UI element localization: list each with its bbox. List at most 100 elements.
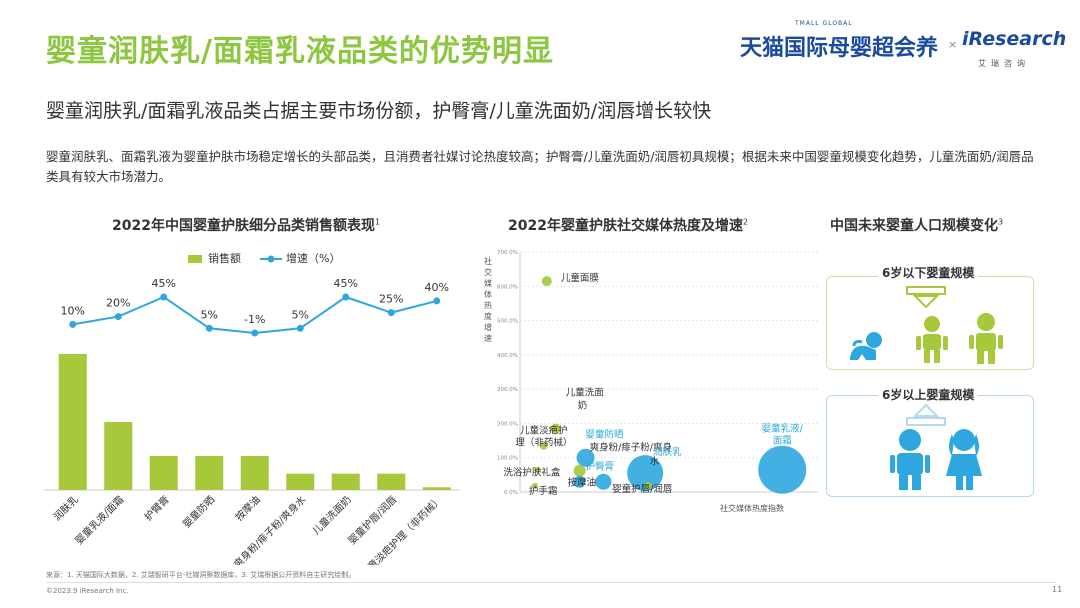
page-description: 婴童润肤乳、面霜乳液为婴童护肤市场稳定增长的头部品类，且消费者社媒讨论热度较高；…: [46, 149, 1034, 184]
logo-separator: ×: [948, 38, 958, 51]
bar-0: [58, 354, 87, 490]
population-title-sup: 3: [998, 217, 1004, 227]
population-title: 中国未来婴童人口规模变化3: [830, 215, 1003, 235]
y-tick-0: 0.0%: [504, 490, 518, 496]
iresearch-cn-logo: 艾瑞咨询: [978, 59, 1030, 68]
legend-sales-label: 销售额: [208, 252, 241, 265]
scatter-point-9: [644, 481, 653, 490]
crawling-baby-icon: [850, 332, 882, 360]
y-tick-4: 400.0%: [497, 353, 518, 359]
population-title-text: 中国未来婴童人口规模变化: [830, 218, 998, 234]
legend-growth-label: 增速（%）: [286, 252, 341, 265]
scatter-label-p8: 润肤乳: [653, 446, 682, 458]
over6-label: 6岁以上婴童规模: [878, 386, 979, 403]
over6-children-icon: [890, 429, 982, 490]
scatter-point-7: [534, 466, 541, 473]
growth-label-3: 5%: [201, 308, 218, 321]
scatter-ylabel: 社交媒体热度增速: [484, 257, 492, 343]
scatter-label-p11a: 婴童乳液/: [762, 423, 804, 435]
scatter-label-p2a: 儿童淡疤护: [520, 425, 568, 437]
scatter-label-p11b: 面霜: [773, 436, 792, 447]
scatter-point-6: [573, 475, 586, 488]
growth-label-2: 45%: [152, 277, 176, 290]
scatter-label-p7: 洗浴护肤礼盒: [503, 467, 561, 479]
scatter-point-2: [539, 441, 548, 450]
growth-label-0: 10%: [61, 304, 85, 317]
bar-1: [104, 422, 133, 490]
bar-chart-title: 2022年中国婴童护肤细分品类销售额表现1: [112, 215, 380, 235]
scatter-label-p10: 护手霜: [529, 485, 558, 497]
bar-5: [286, 473, 315, 490]
scatter-point-10: [531, 482, 538, 489]
girl-icon: [946, 429, 982, 490]
growth-point-2: [160, 293, 168, 301]
growth-point-8: [433, 297, 441, 305]
boy-icon: [890, 429, 930, 490]
growth-label-1: 20%: [106, 297, 130, 310]
bar-2: [149, 456, 178, 490]
scatter-xlabel: 社交媒体热度指数: [720, 504, 784, 513]
toddler-icon: [916, 316, 948, 363]
scatter-label-p4b: 水: [650, 456, 660, 468]
growth-label-7: 25%: [379, 293, 403, 306]
legend-growth-swatch: [260, 255, 282, 263]
legend-growth: 增速（%）: [260, 250, 340, 266]
bar-4: [240, 456, 269, 490]
x-label-5: 爽身粉/痱子粉/爽身水: [231, 493, 309, 565]
bar-3: [195, 456, 224, 490]
footer-copyright: ©2023.9 iResearch Inc.: [46, 587, 129, 595]
iresearch-logo: iResearch: [962, 28, 1067, 50]
scatter-point-1: [550, 423, 561, 434]
y-tick-3: 300.0%: [497, 387, 518, 393]
bar-6: [331, 473, 360, 490]
y-tick-7: 700.0%: [497, 250, 518, 256]
scatter-label-p4a: 爽身粉/痱子粉/爽身: [590, 442, 672, 454]
x-label-6: 儿童洗面奶: [309, 493, 354, 538]
scatter-point-3: [576, 448, 595, 467]
x-label-1: 婴童乳液/面霜: [72, 493, 126, 547]
page-number: 11: [1052, 585, 1063, 594]
bar-chart-title-text: 2022年中国婴童护肤细分品类销售额表现: [112, 218, 375, 234]
growth-point-7: [387, 309, 395, 317]
scatter-chart: 0.0% 100.0% 200.0% 300.0% 400.0% 500.0% 600.0%…: [497, 250, 818, 497]
legend-sales: 销售额: [188, 250, 241, 266]
growth-label-5: 5%: [292, 308, 309, 321]
growth-point-0: [69, 320, 77, 328]
scatter-label-p9: 婴童护唇/润唇: [612, 483, 673, 495]
scatter-point-11: [758, 445, 807, 494]
legend-sales-swatch: [188, 255, 202, 263]
scatter-point-8: [627, 455, 664, 492]
page-title: 婴童润肤乳/面霜乳液品类的优势明显: [46, 34, 554, 69]
down-arrow-icon: [906, 286, 946, 308]
scatter-label-p5: 护臀膏: [585, 461, 614, 473]
page-subtitle: 婴童润肤乳/面霜乳液品类占据主要市场份额，护臀膏/儿童洗面奶/润唇增长较快: [46, 100, 712, 122]
child-icon: [969, 313, 1003, 364]
x-label-0: 润肤乳: [50, 493, 80, 523]
y-tick-2: 200.0%: [497, 421, 518, 427]
scatter-label-p0: 儿童面膜: [561, 272, 600, 284]
growth-label-8: 40%: [425, 281, 449, 294]
growth-point-6: [342, 293, 350, 301]
growth-point-4: [251, 329, 259, 337]
y-tick-1: 100.0%: [497, 456, 518, 462]
x-label-4: 按摩油: [232, 493, 262, 523]
growth-point-1: [114, 313, 122, 321]
under6-label: 6岁以下婴童规模: [878, 264, 979, 281]
scatter-point-5: [595, 473, 612, 490]
bar-8: [422, 487, 451, 490]
growth-label-6: 45%: [334, 277, 358, 290]
scatter-point-4: [573, 464, 586, 477]
scatter-chart-title-text: 2022年婴童护肤社交媒体热度及增速: [508, 218, 743, 234]
growth-label-4: -1%: [244, 313, 265, 326]
scatter-label-p6: 按摩油: [568, 477, 597, 489]
x-label-2: 护臂膏: [141, 493, 171, 523]
scatter-label-p3: 婴童防晒: [586, 429, 624, 441]
tmall-logo: 天猫国际母婴超会养: [740, 36, 939, 61]
x-label-3: 婴童防晒: [180, 493, 217, 530]
bar-chart: 10% 20% 45% 5% -1% 5% 45% 25% 40% 润肤乳婴童乳液/面霜 护臂膏婴…: [44, 277, 460, 565]
tmall-global-small-text: TMALL GLOBAL: [795, 20, 853, 27]
scatter-chart-title-sup: 2: [742, 217, 749, 227]
scatter-label-p2b: 理（非药械）: [515, 437, 572, 449]
y-tick-6: 600.0%: [497, 284, 518, 290]
scatter-label-p1a: 儿童洗面: [566, 387, 604, 399]
